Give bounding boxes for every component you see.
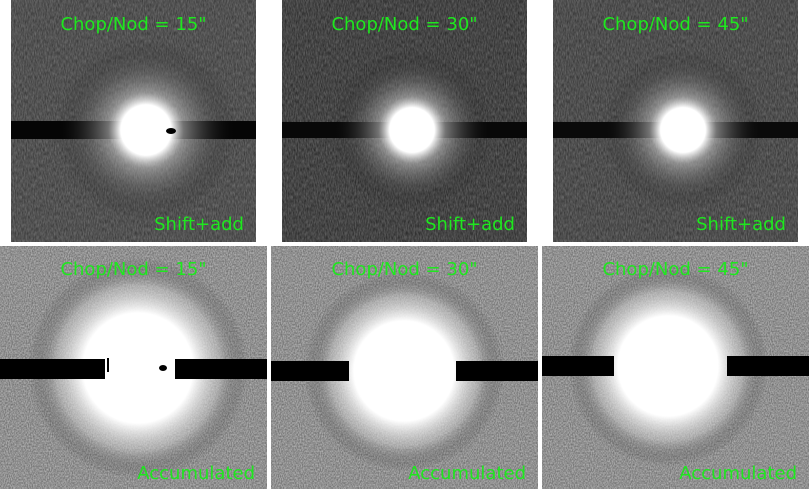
image-panel-accumulated-45: Chop/Nod = 45" Accumulated: [542, 246, 809, 489]
panel-mode-label: Shift+add: [154, 214, 244, 235]
image-content: [0, 246, 267, 489]
panel-mode-label: Accumulated: [137, 463, 255, 484]
image-content: [271, 246, 538, 489]
panel-mode-label: Accumulated: [679, 463, 797, 484]
panel-mode-label: Accumulated: [408, 463, 526, 484]
panel-title: Chop/Nod = 45": [602, 14, 749, 35]
image-panel-accumulated-30: Chop/Nod = 30" Accumulated: [271, 246, 538, 489]
panel-title: Chop/Nod = 15": [60, 14, 207, 35]
panel-title: Chop/Nod = 30": [331, 259, 478, 280]
image-content: [542, 246, 809, 489]
panel-title: Chop/Nod = 45": [602, 259, 749, 280]
image-panel-accumulated-15: Chop/Nod = 15" Accumulated: [0, 246, 267, 489]
panel-mode-label: Shift+add: [425, 214, 515, 235]
panel-title: Chop/Nod = 15": [60, 259, 207, 280]
image-panel-shiftadd-45: Chop/Nod = 45" Shift+add: [553, 0, 798, 242]
image-panel-shiftadd-30: Chop/Nod = 30" Shift+add: [282, 0, 527, 242]
image-content: [282, 0, 527, 242]
panel-title: Chop/Nod = 30": [331, 14, 478, 35]
image-content: [11, 0, 256, 242]
panel-mode-label: Shift+add: [696, 214, 786, 235]
image-panel-shiftadd-15: Chop/Nod = 15" Shift+add: [11, 0, 256, 242]
image-content: [553, 0, 798, 242]
